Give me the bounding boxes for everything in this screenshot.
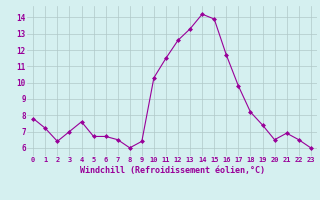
X-axis label: Windchill (Refroidissement éolien,°C): Windchill (Refroidissement éolien,°C) <box>79 166 265 175</box>
